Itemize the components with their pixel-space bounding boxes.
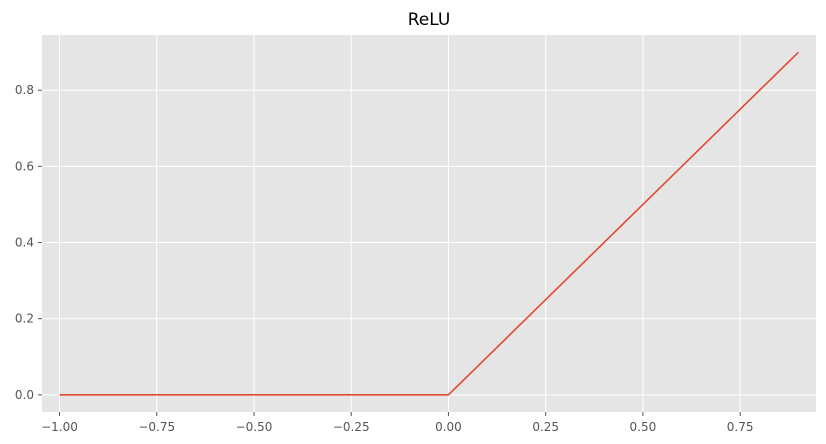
- x-tick-label: 0.75: [727, 420, 754, 434]
- chart-title: ReLU: [408, 10, 451, 30]
- y-axis-ticks: 0.0 0.2 0.4 0.6 0.8: [15, 83, 42, 402]
- y-tick-label: 0.2: [15, 312, 34, 326]
- x-axis-ticks: −1.00 −0.75 −0.50 −0.25 0.00 0.25 0.50 0.75: [41, 412, 754, 434]
- x-tick-label: −0.50: [236, 420, 273, 434]
- x-tick-label: 0.25: [532, 420, 559, 434]
- x-tick-label: −0.75: [138, 420, 175, 434]
- y-tick-label: 0.0: [15, 388, 34, 402]
- y-tick-label: 0.8: [15, 83, 34, 97]
- y-tick-label: 0.6: [15, 159, 34, 173]
- x-tick-label: 0.50: [630, 420, 657, 434]
- series-group: [59, 51, 800, 396]
- y-tick-label: 0.4: [15, 236, 34, 250]
- x-tick-label: −1.00: [41, 420, 78, 434]
- x-tick-label: 0.00: [435, 420, 462, 434]
- plot-area: [42, 35, 816, 412]
- x-tick-label: −0.25: [333, 420, 370, 434]
- relu-line: [59, 51, 800, 396]
